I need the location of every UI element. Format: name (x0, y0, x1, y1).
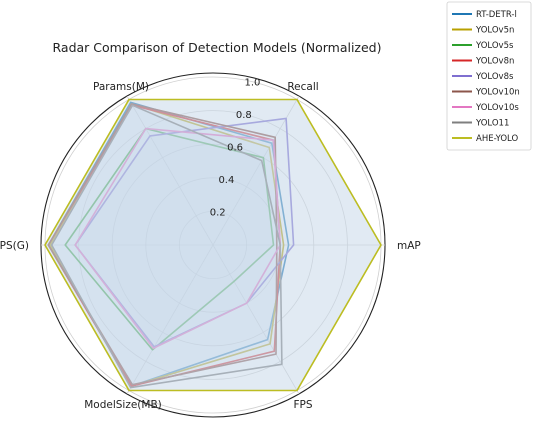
axis-label-flops-g-: FLOPS(G) (0, 240, 29, 252)
chart-title: Radar Comparison of Detection Models (No… (53, 40, 382, 55)
legend-label: AHE-YOLO (476, 134, 518, 144)
legend-label: YOLOv5s (475, 41, 514, 51)
label-layer: 0.2 0.4 0.6 0.8 1.0 mAP Recall Params(M) FLOPS(G… (0, 78, 421, 411)
legend-item: YOLOv5n (452, 26, 514, 36)
axis-label-params-m-: Params(M) (93, 81, 149, 93)
legend-items: RT-DETR-l YOLOv5n YOLOv5s YOLOv8n YOLOv8s YOL… (452, 10, 520, 144)
axis-label-recall: Recall (287, 81, 318, 93)
axis-label-map: mAP (397, 240, 421, 252)
axis-label-modelsize-mb-: ModelSize(MB) (84, 399, 162, 411)
legend-label: YOLOv10s (475, 103, 519, 113)
legend-box (446, 1, 532, 151)
legend-item: RT-DETR-l (452, 10, 517, 20)
legend: RT-DETR-l YOLOv5n YOLOv5s YOLOv8n YOLOv8s YOL… (446, 1, 532, 151)
legend-item: YOLO11 (452, 119, 509, 129)
axis-label-fps: FPS (293, 399, 312, 411)
legend-item: YOLOv8s (452, 72, 514, 82)
radial-tick-label: 0.2 (210, 208, 226, 219)
series-fill (45, 99, 381, 391)
legend-label: RT-DETR-l (476, 10, 517, 20)
legend-label: YOLOv10n (475, 88, 520, 98)
legend-item: YOLOv8n (452, 57, 514, 67)
legend-item: YOLOv5s (452, 41, 514, 51)
radial-tick-label: 1.0 (245, 78, 261, 89)
radial-tick-label: 0.6 (227, 143, 243, 154)
legend-item: YOLOv10s (452, 103, 519, 113)
series-ahe-yolo (44, 98, 382, 392)
legend-label: YOLO11 (475, 119, 509, 129)
series-line (44, 98, 382, 392)
legend-item: AHE-YOLO (452, 134, 518, 144)
radial-tick-label: 0.4 (218, 175, 234, 186)
legend-label: YOLOv8n (475, 57, 514, 67)
legend-label: YOLOv8s (475, 72, 514, 82)
series-layer (44, 98, 382, 392)
radial-tick-label: 0.8 (236, 110, 252, 121)
legend-label: YOLOv5n (475, 26, 514, 36)
legend-item: YOLOv10n (452, 88, 520, 98)
